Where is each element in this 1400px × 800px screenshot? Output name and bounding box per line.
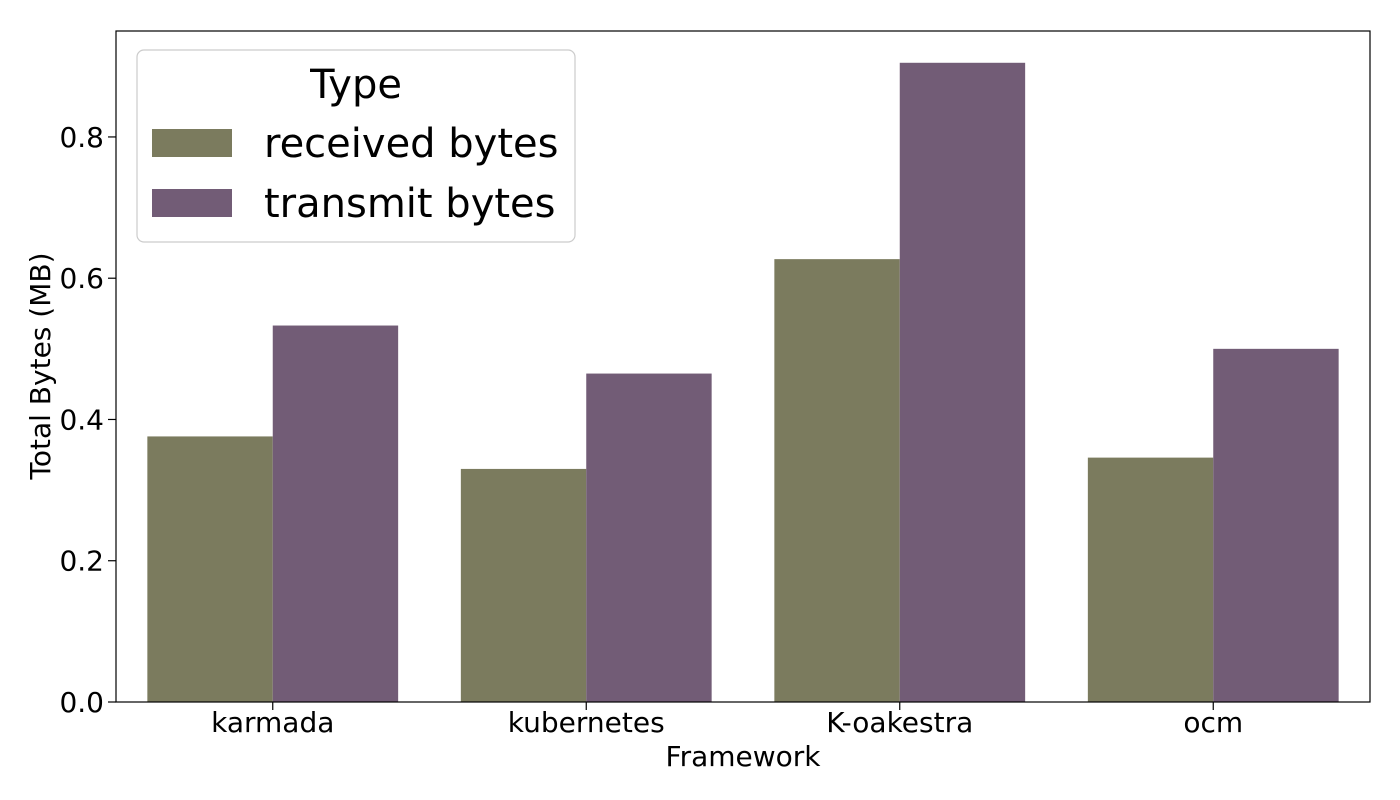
x-tick-label-k-oakestra: K-oakestra	[826, 706, 973, 739]
legend-label-received-bytes: received bytes	[264, 121, 558, 167]
bar-karmada-transmit-bytes	[272, 325, 399, 702]
y-tick-label: 0.8	[59, 121, 104, 154]
bar-k-oakestra-received-bytes	[774, 259, 900, 702]
x-tick-label-karmada: karmada	[211, 706, 334, 739]
y-axis-label: Total Bytes (MB)	[24, 253, 57, 481]
x-tick-label-kubernetes: kubernetes	[508, 706, 665, 739]
x-axis-ticks: karmada kubernetes K-oakestra ocm	[211, 702, 1243, 739]
bar-ocm-transmit-bytes	[1213, 348, 1339, 702]
x-axis-label: Framework	[666, 740, 822, 773]
y-tick-label: 0.4	[59, 403, 104, 436]
legend-swatch-transmit-bytes	[152, 189, 232, 217]
y-tick-label: 0.2	[59, 545, 104, 578]
y-axis-ticks: 0.0 0.2 0.4 0.6 0.8	[59, 121, 116, 719]
legend: Type received bytes transmit bytes	[136, 49, 576, 243]
legend-swatch-received-bytes	[152, 129, 232, 157]
legend-title: Type	[309, 62, 402, 108]
bar-kubernetes-transmit-bytes	[586, 373, 712, 702]
legend-label-transmit-bytes: transmit bytes	[264, 181, 556, 227]
bar-karmada-received-bytes	[147, 436, 273, 702]
x-tick-label-ocm: ocm	[1183, 706, 1243, 739]
bar-kubernetes-received-bytes	[460, 468, 587, 702]
plot-frame	[115, 30, 1371, 703]
bars-group	[147, 62, 1339, 703]
y-tick-label: 0.6	[59, 262, 104, 295]
legend-frame	[136, 49, 576, 243]
bar-k-oakestra-transmit-bytes	[899, 62, 1026, 703]
y-tick-label: 0.0	[59, 686, 104, 719]
bar-ocm-received-bytes	[1087, 457, 1214, 702]
